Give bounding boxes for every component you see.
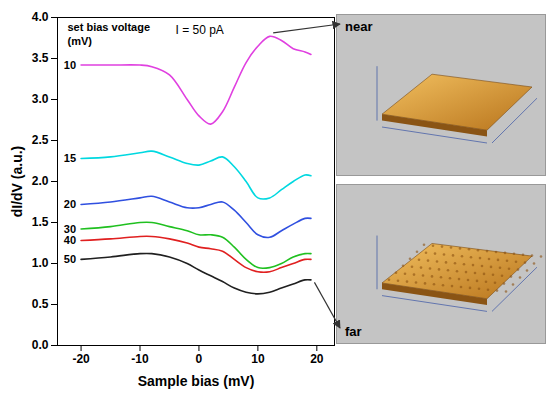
svg-text:dI/dV (a.u.): dI/dV (a.u.) (9, 146, 25, 218)
svg-text:3.0: 3.0 (32, 92, 49, 106)
svg-text:40: 40 (64, 234, 76, 246)
svg-text:4.0: 4.0 (32, 10, 49, 24)
svg-text:2.0: 2.0 (32, 174, 49, 188)
svg-text:-20: -20 (72, 352, 90, 366)
svg-text:30: 30 (64, 223, 76, 235)
svg-text:0.5: 0.5 (32, 297, 49, 311)
svg-text:2.5: 2.5 (32, 133, 49, 147)
svg-text:20: 20 (64, 198, 76, 210)
svg-text:1.0: 1.0 (32, 256, 49, 270)
html-text:far: far (345, 324, 362, 339)
svg-text:10: 10 (251, 352, 265, 366)
svg-text:3.5: 3.5 (32, 51, 49, 65)
svg-text:15: 15 (64, 152, 76, 164)
svg-text:I = 50 pA: I = 50 pA (176, 23, 224, 37)
svg-text:1.5: 1.5 (32, 215, 49, 229)
svg-text:0.0: 0.0 (32, 338, 49, 352)
svg-text:10: 10 (64, 59, 76, 71)
svg-text:50: 50 (64, 253, 76, 265)
html-text:near: near (345, 19, 373, 34)
svg-text:(mV): (mV) (68, 35, 93, 47)
svg-text:20: 20 (310, 352, 324, 366)
svg-text:0: 0 (196, 352, 203, 366)
svg-text:Sample bias (mV): Sample bias (mV) (138, 373, 255, 389)
svg-text:-10: -10 (131, 352, 149, 366)
svg-text:set bias voltage: set bias voltage (68, 21, 151, 33)
